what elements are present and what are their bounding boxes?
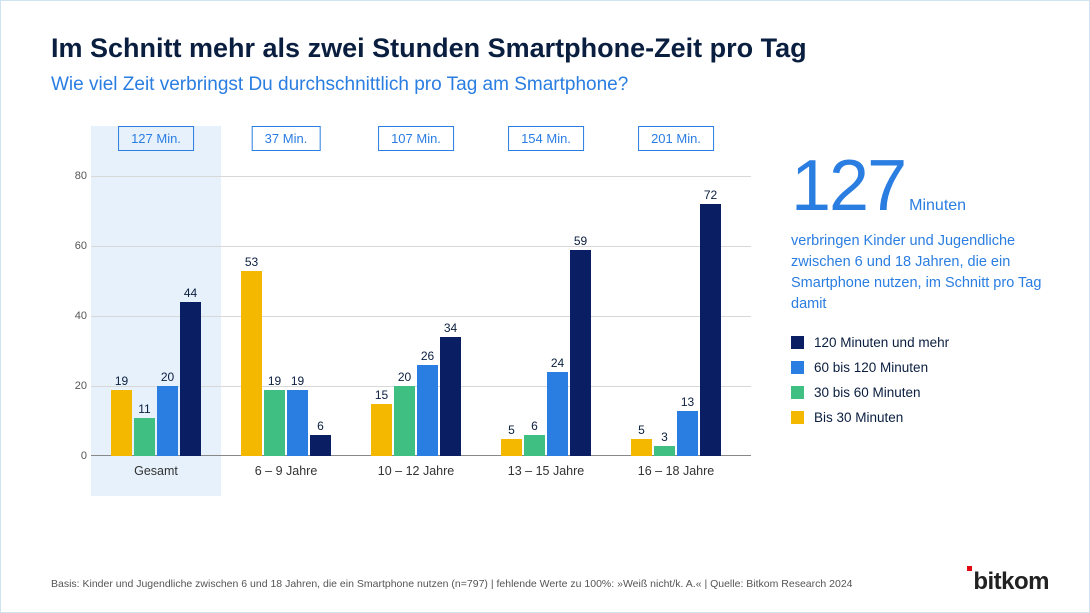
legend-item: 120 Minuten und mehr xyxy=(791,335,1049,350)
bar: 3 xyxy=(654,446,675,457)
bar-value-label: 24 xyxy=(551,356,564,370)
bar-value-label: 34 xyxy=(444,321,457,335)
bar-value-label: 3 xyxy=(661,430,668,444)
avg-box-label: 154 Min. xyxy=(508,126,584,151)
legend-swatch-icon xyxy=(791,386,804,399)
bar: 5 xyxy=(501,439,522,457)
bar-value-label: 59 xyxy=(574,234,587,248)
legend-item: Bis 30 Minuten xyxy=(791,410,1049,425)
bar-value-label: 26 xyxy=(421,349,434,363)
bar: 19 xyxy=(111,390,132,457)
bar: 44 xyxy=(180,302,201,456)
legend-swatch-icon xyxy=(791,411,804,424)
bar: 26 xyxy=(417,365,438,456)
bar: 15 xyxy=(371,404,392,457)
y-axis-tick: 20 xyxy=(63,380,87,392)
x-axis-label: 16 – 18 Jahre xyxy=(638,464,714,478)
logo-text: bitkom xyxy=(973,568,1049,595)
bar-value-label: 6 xyxy=(531,419,538,433)
subtitle: Wie viel Zeit verbringst Du durchschnitt… xyxy=(51,74,1049,96)
x-axis-label: 10 – 12 Jahre xyxy=(378,464,454,478)
x-axis-label: 13 – 15 Jahre xyxy=(508,464,584,478)
bar-value-label: 13 xyxy=(681,395,694,409)
callout-unit: Minuten xyxy=(909,197,966,214)
y-axis-tick: 0 xyxy=(63,450,87,462)
legend-label: 120 Minuten und mehr xyxy=(814,335,949,350)
bar-group: 562459 xyxy=(501,250,591,457)
bar: 6 xyxy=(310,435,331,456)
bar-value-label: 6 xyxy=(317,419,324,433)
legend: 120 Minuten und mehr 60 bis 120 Minuten 30… xyxy=(791,335,1049,425)
bitkom-logo: bitkom xyxy=(967,566,1049,596)
bar: 20 xyxy=(394,386,415,456)
x-axis-label: 6 – 9 Jahre xyxy=(255,464,318,478)
avg-box-label: 127 Min. xyxy=(118,126,194,151)
bar-group: 19112044 xyxy=(111,302,201,456)
bar: 24 xyxy=(547,372,568,456)
logo-dot-icon xyxy=(967,566,972,571)
bar-value-label: 11 xyxy=(138,402,150,416)
legend-label: 60 bis 120 Minuten xyxy=(814,360,928,375)
gridline xyxy=(91,176,751,177)
bar-group: 15202634 xyxy=(371,337,461,456)
callout-number-wrap: 127Minuten xyxy=(791,156,1049,217)
y-axis-tick: 80 xyxy=(63,170,87,182)
legend-swatch-icon xyxy=(791,361,804,374)
legend-label: Bis 30 Minuten xyxy=(814,410,903,425)
bar: 13 xyxy=(677,411,698,457)
legend-item: 30 bis 60 Minuten xyxy=(791,385,1049,400)
bar-value-label: 44 xyxy=(184,286,197,300)
bar: 20 xyxy=(157,386,178,456)
bar-chart: 020406080127 Min.19112044Gesamt37 Min.53… xyxy=(51,126,771,506)
page-title: Im Schnitt mehr als zwei Stunden Smartph… xyxy=(51,33,1049,64)
footnote: Basis: Kinder und Jugendliche zwischen 6… xyxy=(51,578,853,590)
bar: 72 xyxy=(700,204,721,456)
callout-number: 127 xyxy=(791,156,905,217)
bar-value-label: 20 xyxy=(398,370,411,384)
avg-box-label: 37 Min. xyxy=(252,126,321,151)
bar: 19 xyxy=(287,390,308,457)
bar-value-label: 20 xyxy=(161,370,174,384)
bar-value-label: 19 xyxy=(268,374,281,388)
avg-box-label: 201 Min. xyxy=(638,126,714,151)
avg-box-label: 107 Min. xyxy=(378,126,454,151)
bar-value-label: 5 xyxy=(638,423,645,437)
bar: 5 xyxy=(631,439,652,457)
plot-area: 020406080127 Min.19112044Gesamt37 Min.53… xyxy=(91,176,751,456)
bar-value-label: 53 xyxy=(245,255,258,269)
y-axis-tick: 40 xyxy=(63,310,87,322)
infographic-frame: Im Schnitt mehr als zwei Stunden Smartph… xyxy=(0,0,1090,613)
legend-item: 60 bis 120 Minuten xyxy=(791,360,1049,375)
bar: 59 xyxy=(570,250,591,457)
bar-value-label: 19 xyxy=(291,374,304,388)
side-panel: 127Minuten verbringen Kinder und Jugendl… xyxy=(771,126,1049,435)
bar-value-label: 15 xyxy=(375,388,388,402)
y-axis-tick: 60 xyxy=(63,240,87,252)
bar-group: 531372 xyxy=(631,204,721,456)
bar-value-label: 5 xyxy=(508,423,515,437)
bar-value-label: 19 xyxy=(115,374,128,388)
bar: 11 xyxy=(134,418,155,457)
bar: 6 xyxy=(524,435,545,456)
x-axis-label: Gesamt xyxy=(134,464,178,478)
bar: 34 xyxy=(440,337,461,456)
content-row: 020406080127 Min.19112044Gesamt37 Min.53… xyxy=(51,126,1049,506)
legend-label: 30 bis 60 Minuten xyxy=(814,385,921,400)
bar-value-label: 72 xyxy=(704,188,717,202)
legend-swatch-icon xyxy=(791,336,804,349)
callout-caption: verbringen Kinder und Jugendliche zwisch… xyxy=(791,231,1049,315)
bar-group: 5319196 xyxy=(241,271,331,457)
bar: 19 xyxy=(264,390,285,457)
bar: 53 xyxy=(241,271,262,457)
